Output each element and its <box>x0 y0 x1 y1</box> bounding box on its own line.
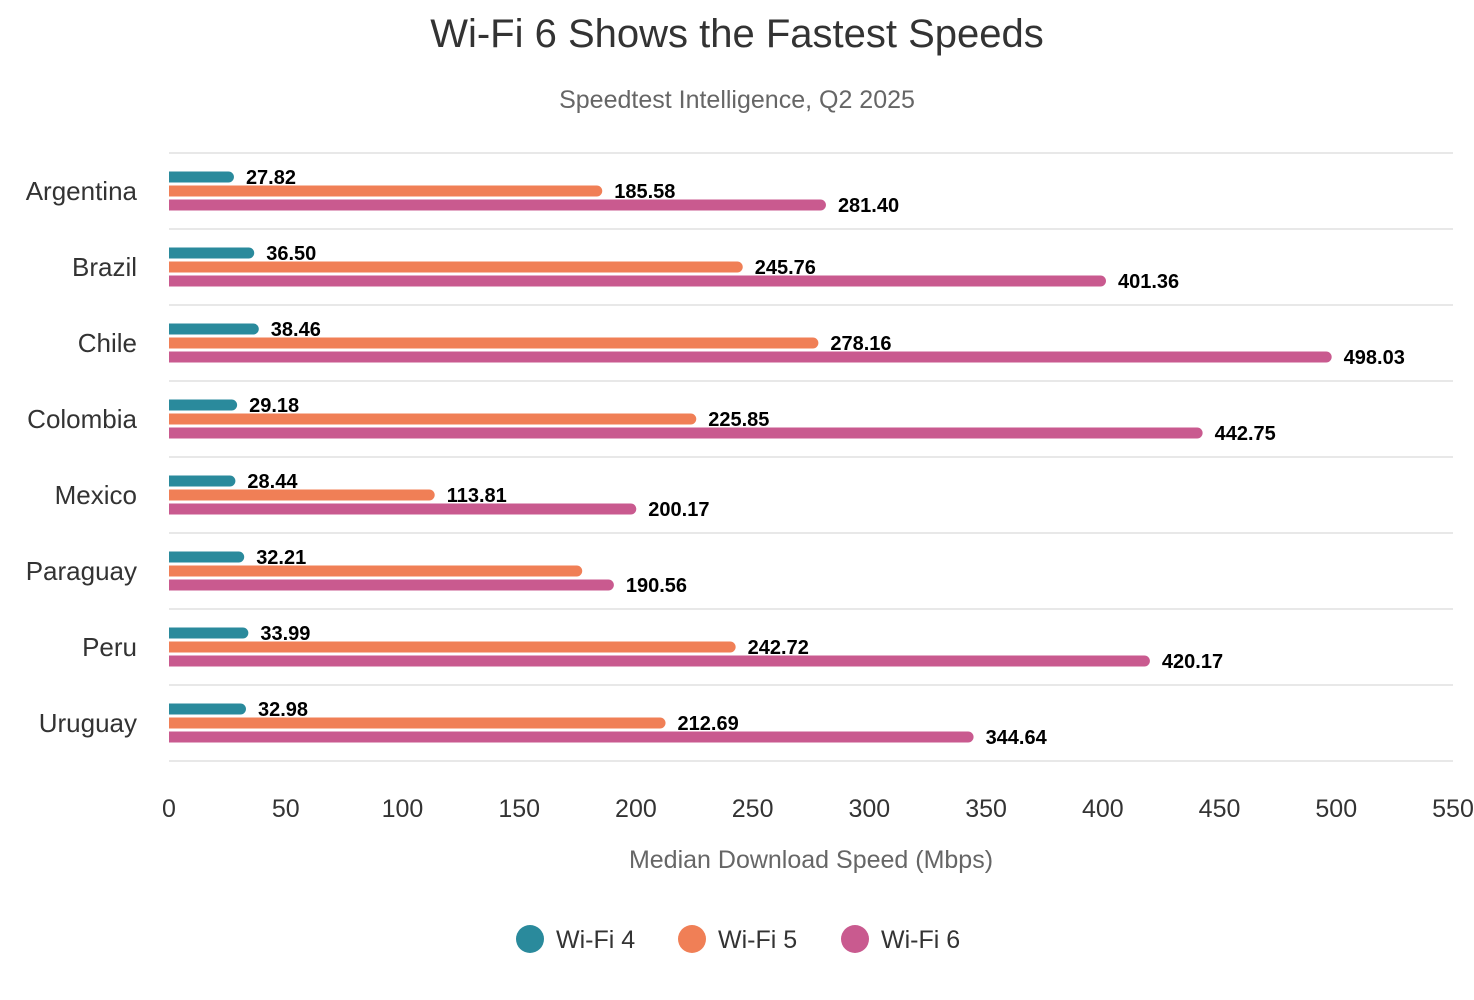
x-tick-label: 100 <box>382 795 424 823</box>
category-label: Colombia <box>27 404 137 434</box>
data-label: 38.46 <box>271 319 321 341</box>
bar <box>169 475 236 487</box>
bar <box>169 337 819 349</box>
bar <box>169 351 1332 363</box>
x-tick-label: 0 <box>162 795 176 823</box>
bar <box>169 717 666 729</box>
data-label: 344.64 <box>986 727 1048 749</box>
bar <box>169 427 1203 439</box>
data-label: 33.99 <box>260 623 310 645</box>
x-tick-label: 500 <box>1315 795 1357 823</box>
bar <box>169 413 697 425</box>
bar <box>169 199 826 211</box>
category-label: Paraguay <box>26 556 137 586</box>
bar <box>169 565 583 577</box>
bar <box>169 627 249 639</box>
data-label: 113.81 <box>447 485 507 507</box>
category-label: Peru <box>82 632 137 662</box>
bar <box>169 703 246 715</box>
data-label: 242.72 <box>748 637 809 659</box>
bar <box>169 185 603 197</box>
legend-label: Wi-Fi 5 <box>718 926 797 954</box>
data-label: 190.56 <box>626 575 687 597</box>
data-label: 29.18 <box>249 395 299 417</box>
data-label: 281.40 <box>838 195 899 217</box>
bar <box>169 323 259 335</box>
chart-title: Wi-Fi 6 Shows the Fastest Speeds <box>430 12 1044 56</box>
data-label: 225.85 <box>708 409 769 431</box>
category-label: Brazil <box>72 252 137 282</box>
x-tick-label: 150 <box>498 795 540 823</box>
bar <box>169 171 234 183</box>
data-label: 200.17 <box>648 499 709 521</box>
data-label: 185.58 <box>614 181 675 203</box>
data-label: 32.21 <box>256 547 306 569</box>
category-label: Chile <box>78 328 137 358</box>
data-label: 36.50 <box>266 243 316 265</box>
bar <box>169 731 974 743</box>
data-label: 32.98 <box>258 699 308 721</box>
bar <box>169 641 736 653</box>
category-label: Uruguay <box>39 708 137 738</box>
legend-label: Wi-Fi 6 <box>881 926 960 954</box>
bar <box>169 247 255 259</box>
legend-marker <box>678 925 706 953</box>
category-label: Argentina <box>26 176 138 206</box>
bar <box>169 261 743 273</box>
data-label: 498.03 <box>1344 347 1405 369</box>
data-label: 28.44 <box>247 471 298 493</box>
legend-marker <box>841 925 869 953</box>
x-tick-label: 250 <box>732 795 774 823</box>
data-label: 27.82 <box>246 167 296 189</box>
x-tick-label: 400 <box>1082 795 1124 823</box>
bar <box>169 275 1106 287</box>
data-label: 245.76 <box>755 257 816 279</box>
bar <box>169 489 435 501</box>
bar <box>169 399 238 411</box>
x-axis-title: Median Download Speed (Mbps) <box>629 846 993 874</box>
x-tick-label: 450 <box>1199 795 1241 823</box>
data-label: 420.17 <box>1162 651 1223 673</box>
bar <box>169 655 1150 667</box>
x-tick-label: 300 <box>849 795 891 823</box>
data-label: 278.16 <box>830 333 891 355</box>
x-tick-label: 200 <box>615 795 657 823</box>
chart-subtitle: Speedtest Intelligence, Q2 2025 <box>559 86 915 114</box>
data-label: 442.75 <box>1215 423 1276 445</box>
bar <box>169 551 245 563</box>
bar <box>169 503 637 515</box>
x-tick-label: 550 <box>1432 795 1474 823</box>
category-label: Mexico <box>55 480 137 510</box>
data-label: 212.69 <box>678 713 739 735</box>
bar <box>169 579 614 591</box>
data-label: 401.36 <box>1118 271 1179 293</box>
legend-label: Wi-Fi 4 <box>556 926 635 954</box>
x-tick-label: 50 <box>272 795 300 823</box>
x-tick-label: 350 <box>965 795 1007 823</box>
legend-marker <box>516 925 544 953</box>
